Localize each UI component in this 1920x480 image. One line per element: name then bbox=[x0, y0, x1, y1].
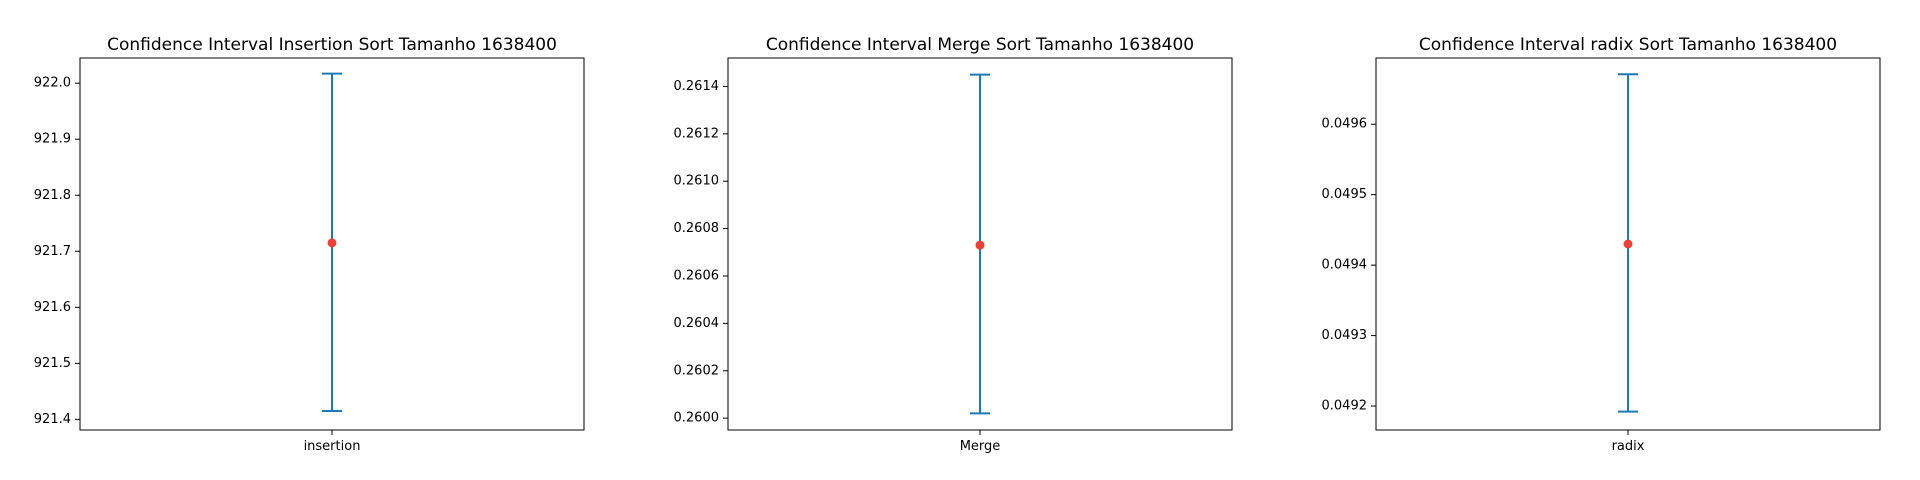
error-bars bbox=[1618, 73, 1638, 413]
y-tick-label: 0.2604 bbox=[674, 316, 720, 331]
y-tick-label: 0.0494 bbox=[1322, 258, 1368, 273]
y-axis: 0.0492 0.0493 0.0494 0.0495 0.0496 bbox=[1322, 117, 1376, 414]
y-tick-label: 0.0495 bbox=[1322, 187, 1368, 202]
y-tick-label: 0.2606 bbox=[674, 268, 720, 283]
chart-title: Confidence Interval Merge Sort Tamanho 1… bbox=[766, 35, 1194, 55]
y-tick-label: 922.0 bbox=[34, 76, 71, 91]
x-tick-label: Merge bbox=[960, 439, 1001, 454]
chart-title: Confidence Interval radix Sort Tamanho 1… bbox=[1419, 35, 1837, 55]
mean-point bbox=[327, 238, 337, 248]
y-axis: 921.4 921.5 921.6 921.7 921.8 921.9 922.0 bbox=[34, 76, 80, 427]
y-tick-label: 0.2600 bbox=[674, 411, 720, 426]
y-tick-label: 0.2608 bbox=[674, 221, 720, 236]
y-tick-label: 0.0493 bbox=[1322, 328, 1368, 343]
y-tick-label: 0.2614 bbox=[674, 79, 720, 94]
y-tick-label: 0.0492 bbox=[1322, 399, 1368, 414]
error-bars bbox=[322, 72, 342, 412]
mean-point bbox=[975, 240, 985, 250]
mean-point bbox=[1623, 239, 1633, 249]
x-axis: Merge bbox=[960, 430, 1001, 454]
chart-panel-merge: Confidence Interval Merge Sort Tamanho 1… bbox=[674, 35, 1233, 454]
y-tick-label: 921.8 bbox=[34, 188, 71, 203]
y-tick-label: 921.9 bbox=[34, 132, 71, 147]
y-tick-label: 921.5 bbox=[34, 356, 71, 371]
x-tick-label: radix bbox=[1612, 439, 1645, 454]
y-tick-label: 0.0496 bbox=[1322, 117, 1368, 132]
y-tick-label: 921.4 bbox=[34, 412, 71, 427]
y-tick-label: 921.6 bbox=[34, 300, 71, 315]
chart-title: Confidence Interval Insertion Sort Taman… bbox=[107, 35, 557, 55]
chart-panel-insertion: Confidence Interval Insertion Sort Taman… bbox=[34, 35, 585, 454]
x-axis: insertion bbox=[304, 430, 361, 454]
y-tick-label: 0.2602 bbox=[674, 363, 720, 378]
x-axis: radix bbox=[1612, 430, 1645, 454]
error-bars bbox=[970, 73, 990, 415]
y-tick-label: 0.2612 bbox=[674, 126, 720, 141]
x-tick-label: insertion bbox=[304, 439, 361, 454]
y-axis: 0.2600 0.2602 0.2604 0.2606 0.2608 0.2610 0.26… bbox=[674, 79, 728, 426]
y-tick-label: 0.2610 bbox=[674, 174, 720, 189]
y-tick-label: 921.7 bbox=[34, 244, 71, 259]
chart-panel-radix: Confidence Interval radix Sort Tamanho 1… bbox=[1322, 35, 1881, 454]
